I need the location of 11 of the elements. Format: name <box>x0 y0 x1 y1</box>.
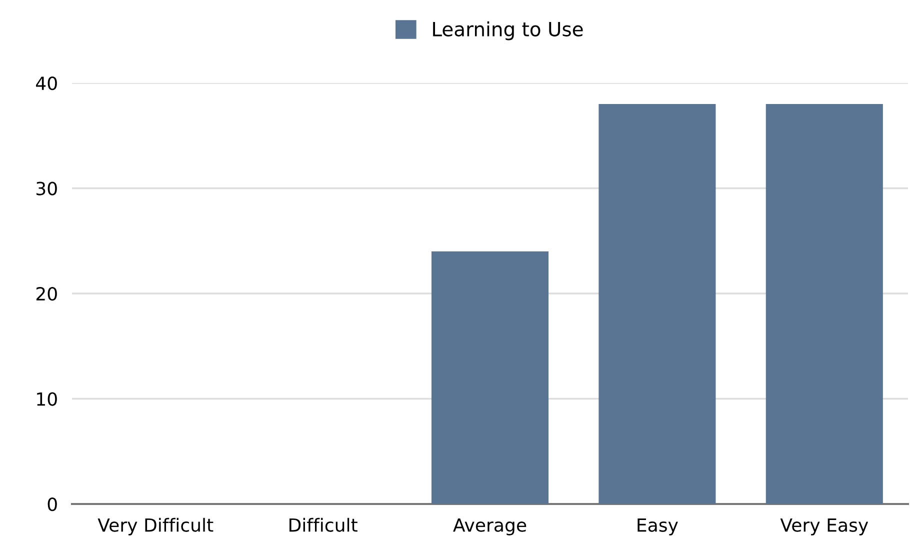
x-tick-label: Easy <box>638 518 678 536</box>
x-tick-label: Very Difficult <box>98 518 214 536</box>
y-tick-label: 40 <box>36 76 57 90</box>
y-tick-label: 30 <box>36 182 57 196</box>
legend-label: Learning to Use <box>433 21 583 40</box>
x-tick-label: Average <box>453 518 526 536</box>
y-tick-label: 20 <box>36 286 57 301</box>
y-tick-label: 10 <box>37 392 57 406</box>
y-tick-label: 0 <box>48 497 57 512</box>
x-tick-label: Difficult <box>290 518 358 532</box>
x-tick-label: Very Easy <box>780 518 868 536</box>
